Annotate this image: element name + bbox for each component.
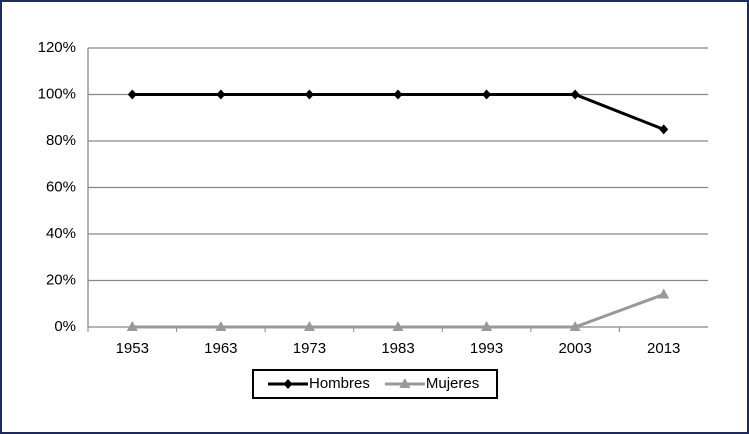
marker bbox=[659, 124, 669, 135]
marker bbox=[304, 89, 314, 100]
x-tick-label: 2013 bbox=[647, 340, 680, 357]
y-tick-label: 40% bbox=[46, 225, 76, 242]
marker bbox=[482, 89, 492, 100]
marker bbox=[399, 378, 411, 388]
marker bbox=[658, 288, 670, 299]
marker bbox=[216, 89, 226, 100]
y-tick-label: 100% bbox=[38, 85, 76, 102]
y-tick-label: 80% bbox=[46, 132, 76, 149]
marker bbox=[570, 89, 580, 100]
marker bbox=[283, 379, 293, 389]
legend-label: Mujeres bbox=[426, 375, 479, 392]
y-tick-label: 60% bbox=[46, 178, 76, 195]
x-tick-label: 1953 bbox=[116, 340, 149, 357]
marker bbox=[393, 89, 403, 100]
marker bbox=[569, 321, 581, 331]
marker bbox=[126, 321, 138, 331]
marker bbox=[392, 321, 404, 331]
marker bbox=[303, 321, 315, 331]
y-tick-label: 120% bbox=[38, 39, 76, 56]
x-tick-label: 1963 bbox=[204, 340, 237, 357]
x-tick-label: 1983 bbox=[381, 340, 414, 357]
x-tick-label: 1993 bbox=[470, 340, 503, 357]
y-tick-label: 20% bbox=[46, 271, 76, 288]
marker bbox=[215, 321, 227, 331]
marker bbox=[481, 321, 493, 331]
legend-label: Hombres bbox=[309, 375, 370, 392]
marker bbox=[127, 89, 137, 100]
y-tick-label: 0% bbox=[54, 318, 76, 335]
x-tick-label: 1973 bbox=[293, 340, 326, 357]
x-tick-label: 2003 bbox=[558, 340, 591, 357]
